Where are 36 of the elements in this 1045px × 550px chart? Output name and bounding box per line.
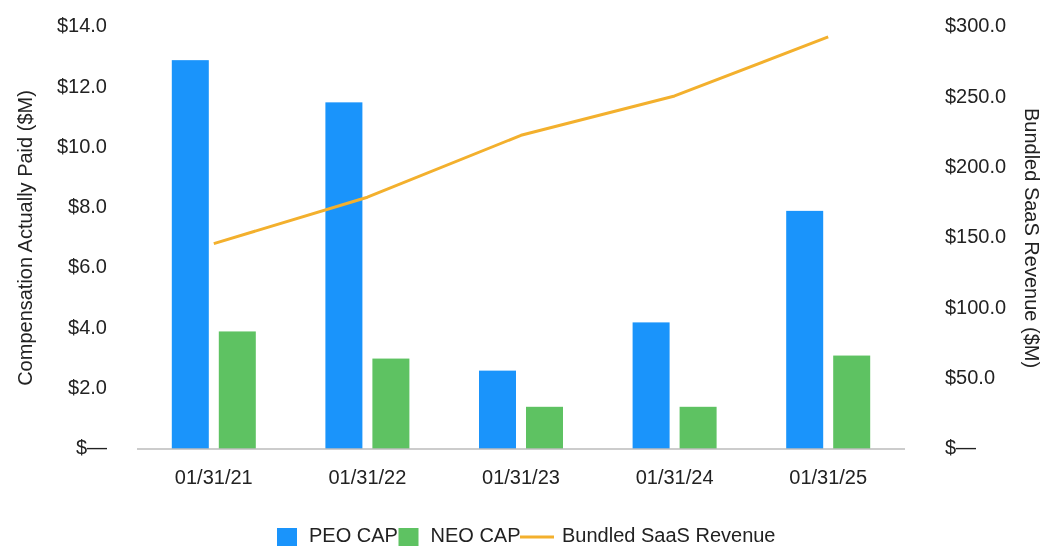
bar [479,370,516,449]
legend-label: Bundled SaaS Revenue [562,524,776,547]
bar [679,406,717,449]
line-series [212,35,830,246]
bar [786,210,824,449]
bar [526,406,563,449]
y2-tick-label: $50.0 [945,365,996,388]
y-tick-label: $12.0 [56,74,107,97]
y-tick-label: $2.0 [68,376,107,398]
bar [372,358,410,449]
bar [325,102,363,449]
y2-tick-label: $100.0 [945,295,1007,318]
bar [218,331,256,449]
y-tick-label: $10.0 [56,134,107,157]
y2-tick-label: $300.0 [945,14,1007,37]
y-tick-label: $8.0 [68,195,107,218]
legend-label: NEO CAP [430,524,521,547]
x-tick-label: 01/31/22 [328,466,407,489]
y2-tick-label: $— [945,436,977,459]
y-tick-label: $14.0 [56,14,107,37]
y2-tick-label: $250.0 [945,84,1007,107]
bar [171,60,209,449]
legend-label: PEO CAP [309,524,398,547]
x-tick-label: 01/31/24 [635,466,714,489]
x-tick-label: 01/31/21 [174,466,253,489]
bar [632,322,670,449]
y2-tick-label: $150.0 [945,225,1007,248]
y-axis-title: Compensation Actually Paid ($M) [14,90,37,386]
y2-axis-title: Bundled SaaS Revenue ($M) [1020,107,1043,369]
y-tick-label: $4.0 [68,315,107,338]
y2-tick-label: $200.0 [945,154,1007,177]
y-tick-label: $— [75,436,107,459]
x-tick-label: 01/31/25 [789,466,868,489]
x-tick-label: 01/31/23 [482,466,560,489]
bar [833,355,871,449]
y-tick-label: $6.0 [68,255,107,278]
